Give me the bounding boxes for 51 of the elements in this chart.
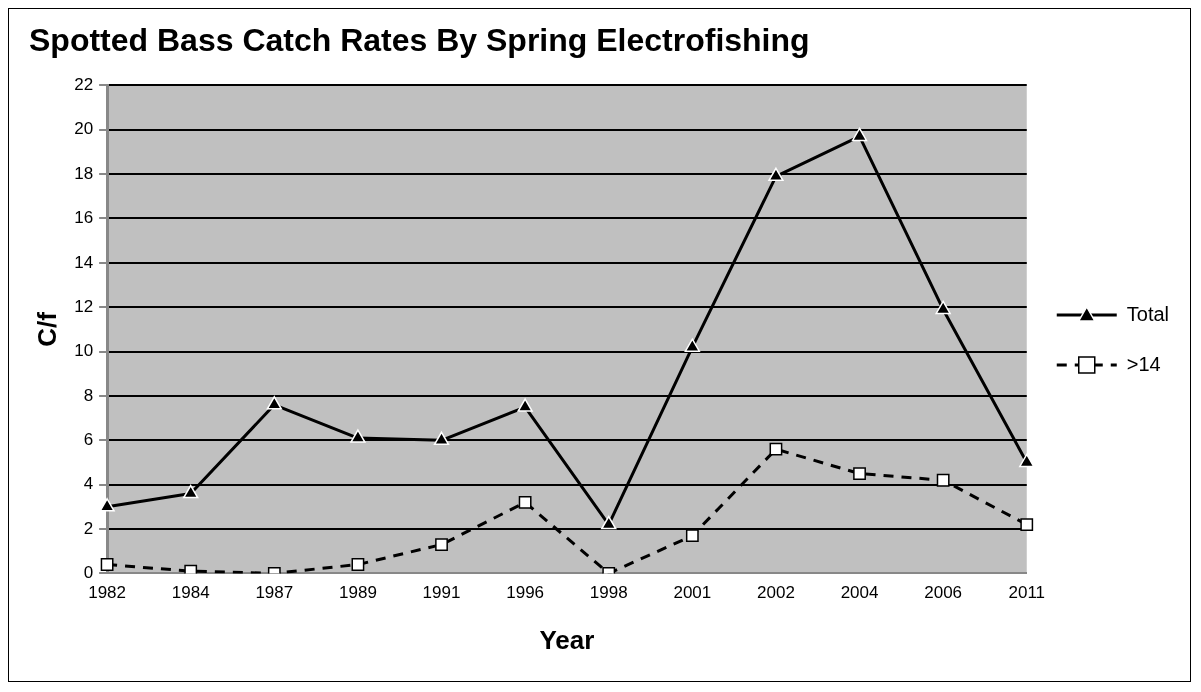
x-tick-label: 1984: [171, 583, 210, 603]
legend-label: >14: [1126, 352, 1161, 375]
x-tick-label: 1998: [589, 583, 628, 603]
y-tick-label: 12: [74, 296, 94, 316]
x-tick-label: 2011: [1008, 583, 1046, 603]
y-tick-label: 16: [74, 208, 94, 228]
point: [518, 496, 532, 509]
x-tick-label: 1982: [88, 583, 127, 603]
x-tick-label: 2002: [757, 583, 795, 603]
y-tick-label: 22: [74, 75, 94, 95]
point: [769, 442, 783, 456]
point: [433, 431, 450, 446]
y-axis-title: C/f: [31, 311, 62, 347]
y-tick-label: 10: [74, 341, 94, 361]
point: [853, 467, 866, 480]
x-axis-title: Year: [539, 624, 595, 655]
point: [601, 515, 617, 530]
y-tick-label: 20: [74, 119, 94, 139]
x-tick-label: 2001: [673, 583, 712, 603]
x-tick-label: 2004: [840, 583, 879, 603]
point: [851, 127, 868, 142]
y-tick-label: 2: [83, 518, 94, 538]
x-tick-label: 1991: [422, 583, 461, 603]
point: [768, 167, 784, 182]
point: [685, 529, 699, 543]
point: [1020, 518, 1034, 532]
point: [350, 429, 366, 443]
point: [935, 300, 951, 315]
y-tick-label: 18: [74, 163, 94, 183]
point: [351, 558, 365, 571]
x-tick-label: 1987: [255, 583, 294, 603]
point: [435, 538, 448, 551]
point: [1019, 453, 1035, 468]
point: [517, 398, 533, 412]
point: [684, 338, 701, 352]
legend-label: Total: [1126, 302, 1169, 325]
y-tick-label: 4: [83, 474, 94, 494]
point: [936, 473, 950, 487]
y-tick-label: 0: [83, 563, 94, 583]
x-tick-label: 1989: [339, 583, 377, 603]
x-tick-label: 1996: [506, 583, 545, 603]
point: [183, 484, 199, 499]
point: [100, 558, 114, 571]
y-tick-label: 8: [83, 385, 94, 405]
y-tick-label: 14: [74, 252, 94, 272]
point: [99, 498, 115, 512]
y-tick-label: 6: [83, 430, 94, 449]
point: [184, 564, 198, 574]
x-tick-label: 2006: [924, 583, 963, 603]
point: [266, 396, 282, 410]
chart-title: Spotted Bass Catch Rates By Spring Electrofishing: [29, 22, 810, 59]
